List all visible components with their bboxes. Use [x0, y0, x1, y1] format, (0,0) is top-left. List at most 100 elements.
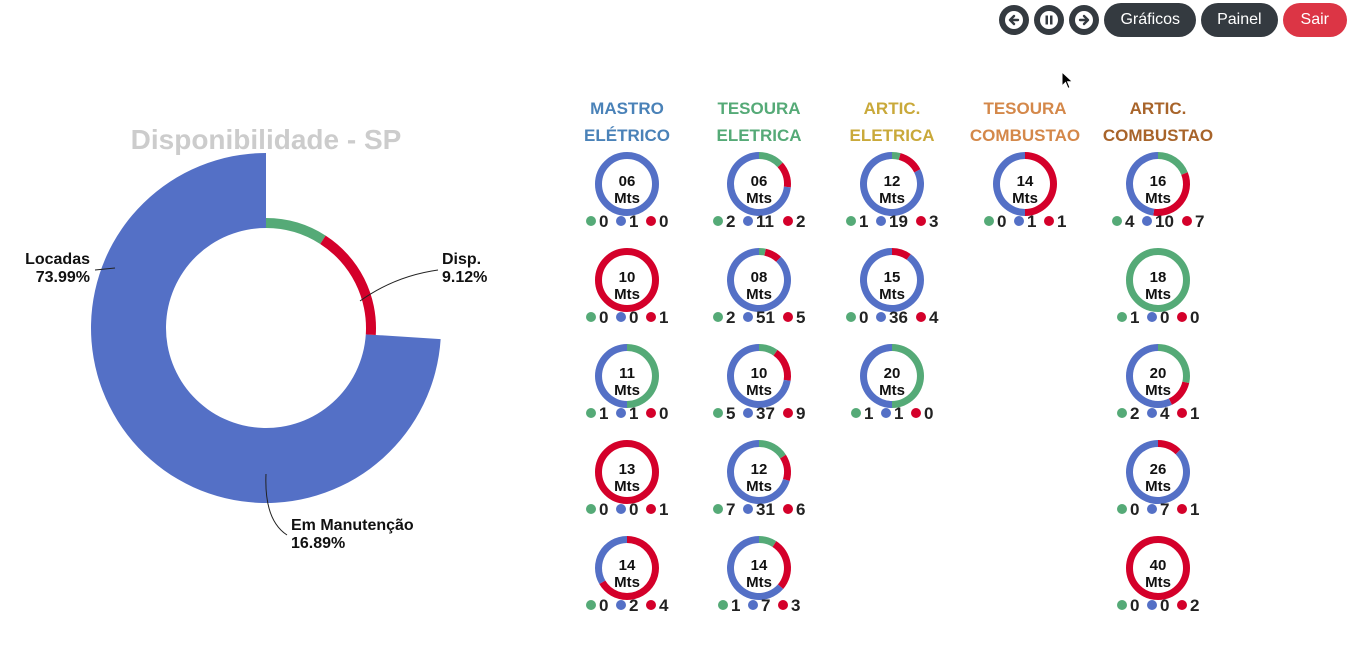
donut-segment-manutencao	[777, 162, 791, 188]
donut-segment-locadas	[726, 536, 784, 600]
donut-unit-label: Mts	[879, 286, 905, 303]
donut-segment-locadas	[860, 344, 892, 408]
donut-unit-label: Mts	[614, 286, 640, 303]
donut-segment-locadas	[1126, 344, 1172, 408]
leader-line	[359, 269, 439, 302]
legend-dot-locadas	[616, 312, 626, 322]
legend-count-manutencao: 0	[1190, 308, 1199, 327]
donut-size-label: 26	[1150, 461, 1167, 478]
donut-segment-manutencao	[892, 248, 911, 260]
pause-button[interactable]	[1034, 5, 1065, 35]
graficos-button[interactable]: Gráficos	[1104, 3, 1197, 37]
slice-label-value: 9.12%	[442, 269, 487, 286]
donut-segment-manutencao	[772, 541, 791, 589]
donut-segment-manutencao	[1168, 381, 1190, 405]
legend-count-manutencao: 1	[1057, 212, 1066, 231]
chart-title: Disponibilidade - SP	[131, 124, 402, 155]
legend-count-locadas: 0	[1160, 596, 1169, 615]
donut-segment-manutencao	[595, 248, 659, 312]
legend-dot-locadas	[876, 312, 886, 322]
legend-dot-manutencao	[1182, 216, 1192, 226]
legend-count-disp: 0	[859, 308, 868, 327]
donut-segment-locadas	[993, 152, 1025, 216]
legend-dot-locadas	[748, 600, 758, 610]
legend-dot-disp	[713, 408, 723, 418]
sair-button[interactable]: Sair	[1282, 3, 1347, 37]
legend-dot-manutencao	[916, 216, 926, 226]
legend-count-disp: 0	[1130, 596, 1139, 615]
prev-button[interactable]	[999, 5, 1030, 35]
legend-count-manutencao: 1	[1190, 500, 1199, 519]
legend-dot-disp	[586, 504, 596, 514]
donut-segment-locadas	[595, 152, 659, 216]
legend-dot-manutencao	[1177, 600, 1187, 610]
legend-dot-locadas	[1142, 216, 1152, 226]
legend-count-manutencao: 6	[796, 500, 805, 519]
legend-count-manutencao: 0	[924, 404, 933, 423]
legend-count-disp: 7	[726, 500, 735, 519]
legend-dot-disp	[1117, 504, 1127, 514]
group-title-line: ELÉTRICO	[584, 126, 670, 145]
legend-dot-disp	[718, 600, 728, 610]
legend-count-locadas: 51	[756, 308, 775, 327]
donut-unit-label: Mts	[1145, 574, 1171, 591]
legend-dot-manutencao	[1177, 504, 1187, 514]
donut-segment-disp	[759, 344, 778, 356]
legend-dot-disp	[713, 312, 723, 322]
legend-dot-manutencao	[1177, 312, 1187, 322]
legend-count-disp: 4	[1125, 212, 1135, 231]
legend-count-disp: 1	[864, 404, 873, 423]
group-title-line: ARTIC.	[1129, 99, 1187, 118]
legend-count-locadas: 37	[756, 404, 775, 423]
donut-segment-manutencao	[780, 454, 791, 482]
legend-dot-disp	[586, 216, 596, 226]
legend-count-disp: 2	[726, 308, 735, 327]
legend-count-disp: 2	[726, 212, 735, 231]
donut-unit-label: Mts	[614, 478, 640, 495]
legend-dot-locadas	[1147, 600, 1157, 610]
legend-count-locadas: 36	[889, 308, 908, 327]
slice-label-value: 73.99%	[36, 269, 90, 286]
slice-em-manuten-o	[320, 235, 376, 335]
donut-segment-disp	[892, 152, 901, 160]
donut-size-label: 06	[619, 173, 636, 190]
legend-count-manutencao: 3	[791, 596, 800, 615]
donut-segment-disp	[892, 344, 924, 408]
legend-count-locadas: 1	[629, 212, 638, 231]
group-title: ARTIC. COMBUSTAO	[1088, 95, 1228, 149]
donut-size-label: 10	[619, 269, 636, 286]
donut-size-label: 15	[884, 269, 901, 286]
legend-dot-manutencao	[646, 600, 656, 610]
legend-dot-disp	[846, 312, 856, 322]
legend-dot-locadas	[743, 216, 753, 226]
donut-size-label: 10	[751, 365, 768, 382]
slice-label-name: Em Manutenção	[291, 517, 414, 534]
donut-size-label: 06	[751, 173, 768, 190]
donut-size-label: 12	[751, 461, 768, 478]
legend-count-manutencao: 4	[929, 308, 939, 327]
donut-unit-label: Mts	[879, 190, 905, 207]
donut-segment-disp	[1158, 344, 1190, 384]
painel-button[interactable]: Painel	[1201, 3, 1278, 37]
legend-dot-locadas	[1147, 408, 1157, 418]
legend-count-locadas: 0	[629, 308, 638, 327]
legend-count-manutencao: 1	[659, 308, 668, 327]
pause-icon	[1040, 11, 1059, 29]
leader-line	[94, 267, 116, 271]
legend-count-disp: 1	[731, 596, 740, 615]
next-button[interactable]	[1069, 5, 1100, 35]
group-title-line: TESOURA	[717, 99, 801, 118]
legend-dot-locadas	[616, 216, 626, 226]
legend-dot-disp	[713, 216, 723, 226]
donut-segment-disp	[1158, 152, 1188, 175]
